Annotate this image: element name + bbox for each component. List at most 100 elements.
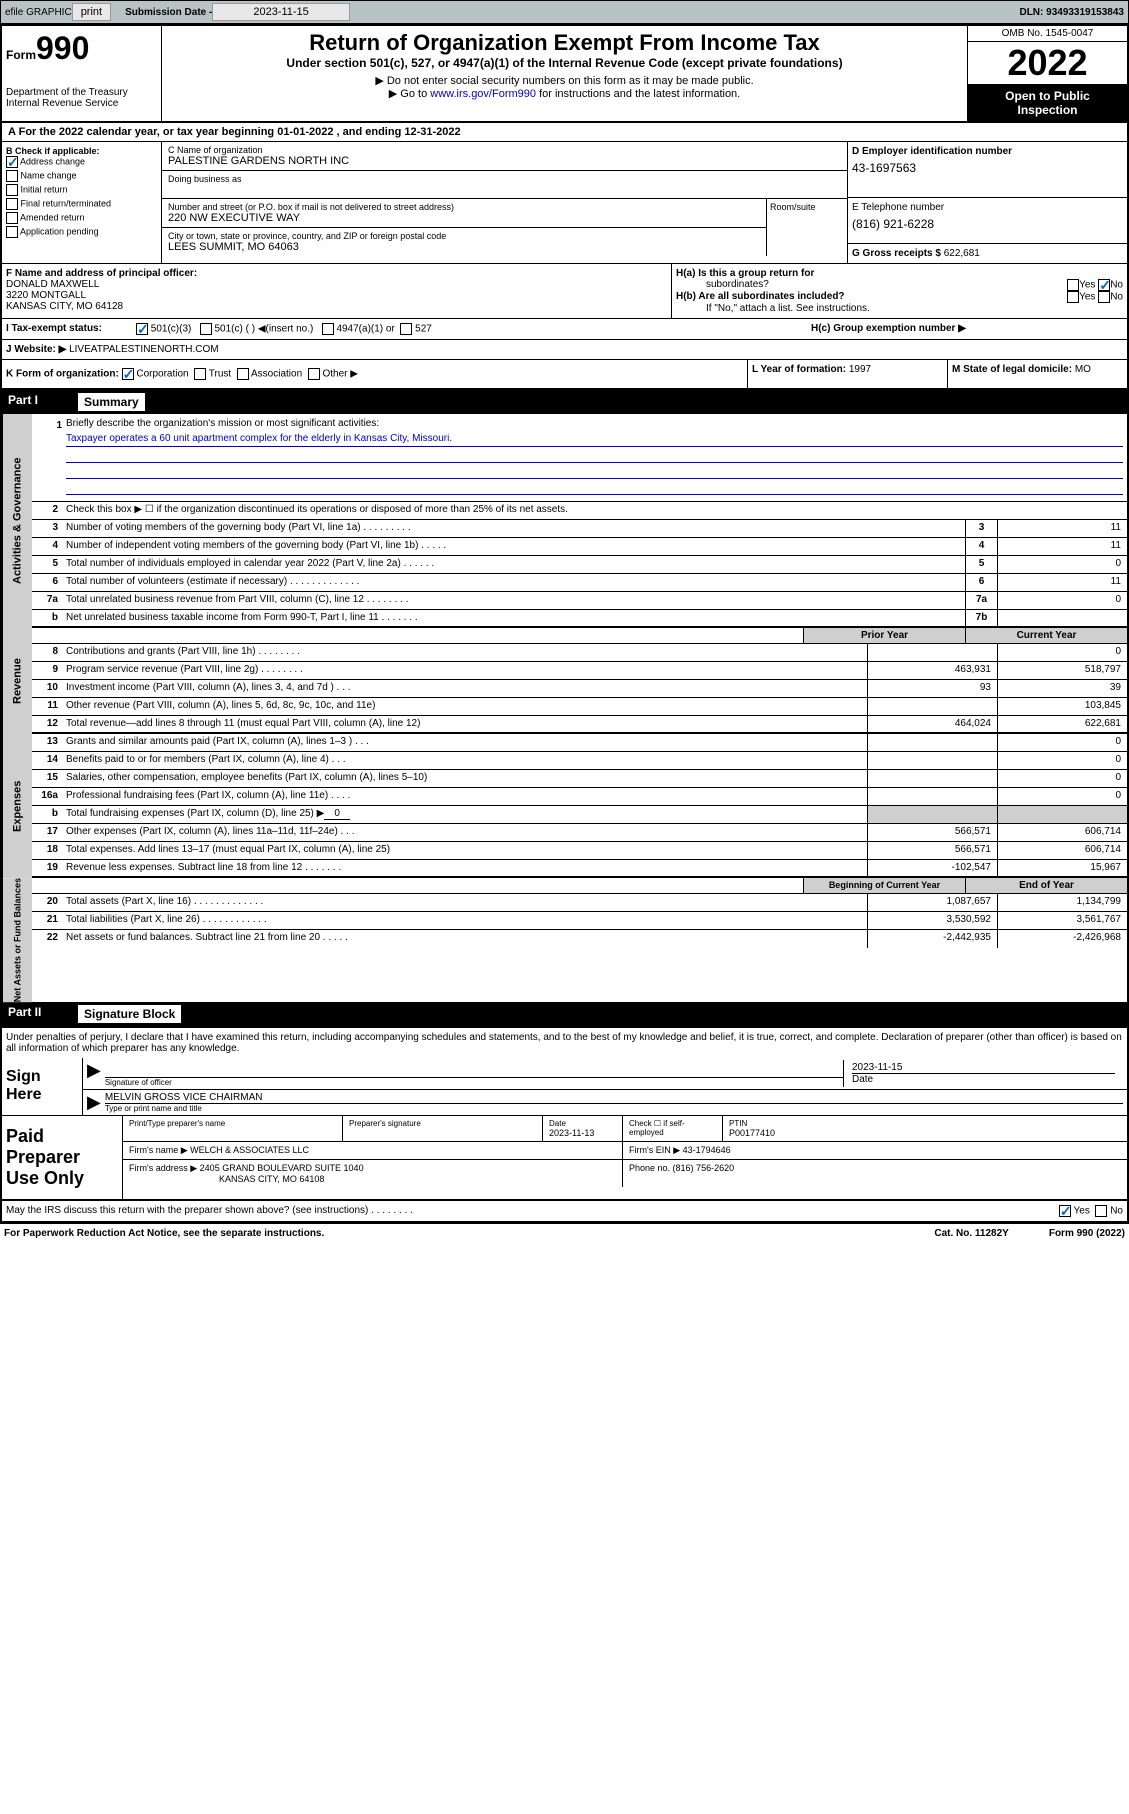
val-5: 0	[997, 556, 1127, 573]
curr-12: 622,681	[997, 716, 1127, 732]
prior-11	[867, 698, 997, 715]
dba-box: Doing business as	[162, 171, 847, 199]
prior-17: 566,571	[867, 824, 997, 841]
top-bar: efile GRAPHIC print Submission Date - 20…	[0, 0, 1129, 24]
irs-link[interactable]: www.irs.gov/Form990	[430, 88, 536, 100]
part2-header: Part II Signature Block	[2, 1002, 1127, 1026]
submission-label: Submission Date -	[125, 7, 212, 18]
form-subtitle: Under section 501(c), 527, or 4947(a)(1)…	[166, 56, 963, 70]
dept-label: Department of the Treasury	[6, 87, 157, 98]
header-left: Form990 Department of the Treasury Inter…	[2, 26, 162, 121]
form-footer: Form 990 (2022)	[1049, 1228, 1125, 1239]
curr-19: 15,967	[997, 860, 1127, 876]
ssn-note: ▶ Do not enter social security numbers o…	[166, 74, 963, 87]
section-h: H(a) Is this a group return for subordin…	[672, 264, 1127, 318]
name-change-check[interactable]: Name change	[6, 170, 157, 182]
discuss-yes[interactable]	[1059, 1205, 1071, 1217]
room-suite: Room/suite	[767, 199, 847, 256]
irs-label: Internal Revenue Service	[6, 98, 157, 109]
app-pending-check[interactable]: Application pending	[6, 226, 157, 238]
val-6: 11	[997, 574, 1127, 591]
prior-15	[867, 770, 997, 787]
curr-22: -2,426,968	[997, 930, 1127, 948]
assoc-check[interactable]	[237, 368, 249, 380]
section-d: D Employer identification number 43-1697…	[847, 142, 1127, 263]
hb-yes[interactable]	[1067, 291, 1079, 303]
curr-16a: 0	[997, 788, 1127, 805]
preparer-box: Paid Preparer Use Only Print/Type prepar…	[2, 1116, 1127, 1201]
prior-21: 3,530,592	[867, 912, 997, 929]
hb-no[interactable]	[1098, 291, 1110, 303]
form-number: 990	[36, 30, 89, 66]
curr-13: 0	[997, 734, 1127, 751]
501c-check[interactable]	[200, 323, 212, 335]
print-button[interactable]: print	[72, 3, 111, 21]
discuss-no[interactable]	[1095, 1205, 1107, 1217]
sign-here-box: Sign Here ▶ Signature of officer 2023-11…	[2, 1058, 1127, 1116]
prior-19: -102,547	[867, 860, 997, 876]
section-c: C Name of organization PALESTINE GARDENS…	[162, 142, 847, 263]
curr-11: 103,845	[997, 698, 1127, 715]
row-f: F Name and address of principal officer:…	[2, 264, 1127, 319]
row-website: J Website: ▶ LIVEATPALESTINENORTH.COM	[2, 340, 1127, 360]
ein-value: 43-1697563	[852, 161, 1123, 175]
inspection-label: Open to PublicInspection	[968, 85, 1127, 121]
tax-year-row: A For the 2022 calendar year, or tax yea…	[2, 123, 1127, 142]
officer-name: DONALD MAXWELL	[6, 279, 667, 290]
address-box: Number and street (or P.O. box if mail i…	[162, 199, 847, 256]
form-container: Form990 Department of the Treasury Inter…	[0, 24, 1129, 1223]
form-label: Form	[6, 48, 36, 62]
goto-note: ▶ Go to www.irs.gov/Form990 for instruct…	[166, 87, 963, 100]
trust-check[interactable]	[194, 368, 206, 380]
amended-return-check[interactable]: Amended return	[6, 212, 157, 224]
telephone: (816) 921-6228	[852, 217, 1123, 231]
ptin: P00177410	[729, 1128, 1121, 1138]
corp-check[interactable]	[122, 368, 134, 380]
arrow-icon: ▶	[87, 1060, 101, 1087]
firm-addr2: KANSAS CITY, MO 64108	[219, 1174, 324, 1184]
header-center: Return of Organization Exempt From Incom…	[162, 26, 967, 121]
part1-header: Part I Summary	[2, 390, 1127, 414]
row-k: K Form of organization: Corporation Trus…	[2, 360, 1127, 390]
prior-12: 464,024	[867, 716, 997, 732]
submission-date: 2023-11-15	[212, 3, 349, 21]
hc-group-exemption: H(c) Group exemption number ▶	[807, 319, 1127, 339]
prior-20: 1,087,657	[867, 894, 997, 911]
initial-return-check[interactable]: Initial return	[6, 184, 157, 196]
prior-13	[867, 734, 997, 751]
mission-text: Taxpayer operates a 60 unit apartment co…	[66, 433, 1123, 447]
prior-18: 566,571	[867, 842, 997, 859]
tax-year: 2022	[968, 42, 1127, 85]
other-check[interactable]	[308, 368, 320, 380]
prep-date: 2023-11-13	[549, 1128, 616, 1138]
netassets-section: Net Assets or Fund Balances Beginning of…	[2, 878, 1127, 1002]
curr-15: 0	[997, 770, 1127, 787]
omb-number: OMB No. 1545-0047	[968, 26, 1127, 42]
prior-16a	[867, 788, 997, 805]
curr-14: 0	[997, 752, 1127, 769]
signature-disclaimer: Under penalties of perjury, I declare th…	[2, 1026, 1127, 1058]
prior-14	[867, 752, 997, 769]
org-name-box: C Name of organization PALESTINE GARDENS…	[162, 142, 847, 171]
firm-phone: (816) 756-2620	[673, 1163, 735, 1173]
val-3: 11	[997, 520, 1127, 537]
ha-yes[interactable]	[1067, 279, 1079, 291]
ha-no[interactable]	[1098, 279, 1110, 291]
section-b: B Check if applicable: Address change Na…	[2, 142, 1127, 264]
revenue-section: Revenue Prior YearCurrent Year 8Contribu…	[2, 628, 1127, 734]
form-header: Form990 Department of the Treasury Inter…	[2, 26, 1127, 123]
section-b-checkboxes: B Check if applicable: Address change Na…	[2, 142, 162, 263]
curr-8: 0	[997, 644, 1127, 661]
discuss-row: May the IRS discuss this return with the…	[2, 1201, 1127, 1221]
curr-10: 39	[997, 680, 1127, 697]
gross-receipts: 622,681	[944, 248, 980, 259]
firm-name: WELCH & ASSOCIATES LLC	[190, 1145, 309, 1155]
final-return-check[interactable]: Final return/terminated	[6, 198, 157, 210]
prior-22: -2,442,935	[867, 930, 997, 948]
501c3-check[interactable]	[136, 323, 148, 335]
527-check[interactable]	[400, 323, 412, 335]
street-address: 220 NW EXECUTIVE WAY	[168, 212, 760, 224]
header-right: OMB No. 1545-0047 2022 Open to PublicIns…	[967, 26, 1127, 121]
address-change-check[interactable]: Address change	[6, 156, 157, 168]
4947-check[interactable]	[322, 323, 334, 335]
